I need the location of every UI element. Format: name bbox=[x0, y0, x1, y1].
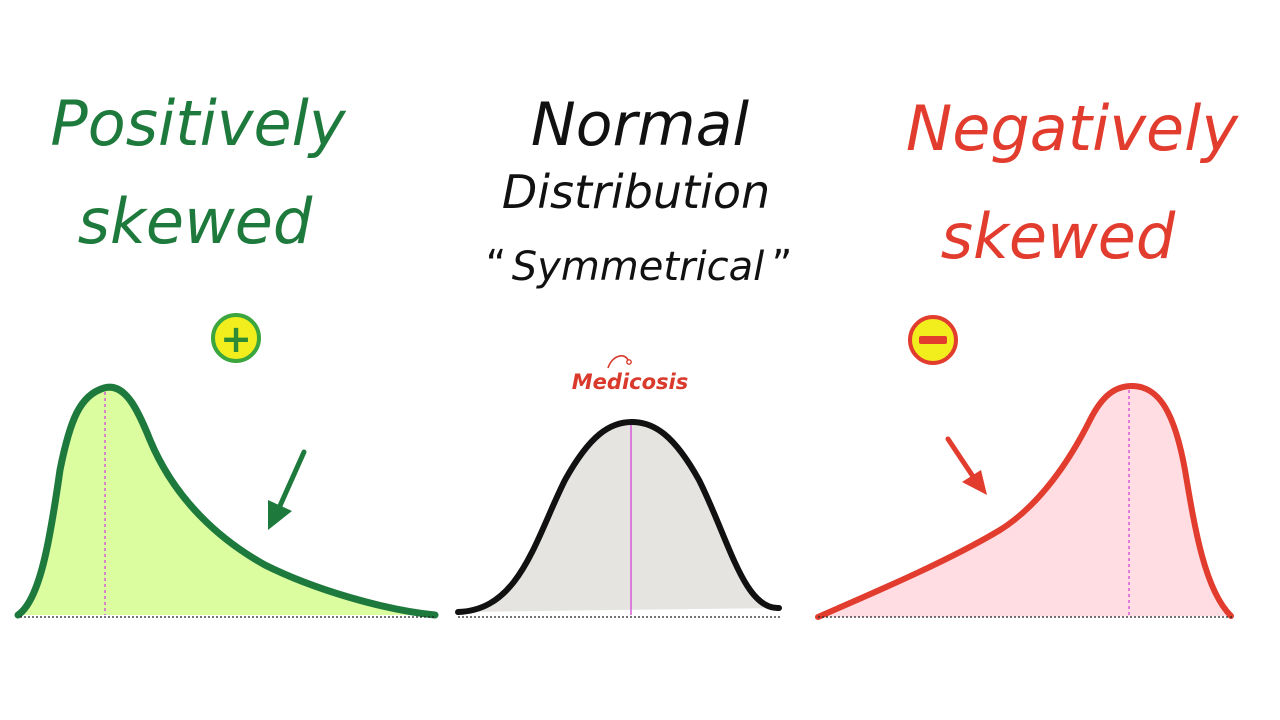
arrow-down-right-icon bbox=[945, 436, 987, 495]
negative-title-line2: skewed bbox=[941, 200, 1176, 273]
positive-title-line2: skewed bbox=[78, 185, 313, 258]
negative-skew-area bbox=[818, 386, 1231, 617]
positive-skew-panel: Positively skewed + bbox=[14, 87, 439, 619]
negative-skew-panel: Negatively skewed − bbox=[815, 92, 1239, 620]
normal-subtitle: Symmetrical bbox=[512, 244, 764, 290]
normal-area bbox=[458, 422, 779, 612]
positive-skew-area bbox=[18, 387, 435, 615]
watermark-text: Medicosis bbox=[572, 370, 688, 394]
subtitle-close-quote: ” bbox=[772, 242, 793, 288]
minus-circle-icon: − bbox=[908, 315, 958, 365]
arrow-down-left-icon bbox=[268, 449, 307, 530]
normal-title-line2: Distribution bbox=[502, 165, 770, 219]
normal-curve bbox=[455, 419, 782, 615]
negative-skew-curve bbox=[815, 383, 1234, 620]
plus-circle-icon: + bbox=[211, 313, 261, 363]
positive-skew-curve bbox=[14, 383, 439, 619]
subtitle-open-quote: “ bbox=[486, 242, 507, 288]
positive-title-line1: Positively bbox=[50, 87, 346, 160]
stethoscope-icon bbox=[607, 355, 632, 369]
normal-panel: Normal Distribution “ Symmetrical ” Medi… bbox=[455, 90, 793, 615]
normal-title-line1: Normal bbox=[531, 90, 749, 160]
positive-sign-label: + bbox=[220, 317, 252, 361]
watermark-logo: Medicosis bbox=[572, 355, 688, 394]
negative-title-line1: Negatively bbox=[906, 92, 1239, 165]
